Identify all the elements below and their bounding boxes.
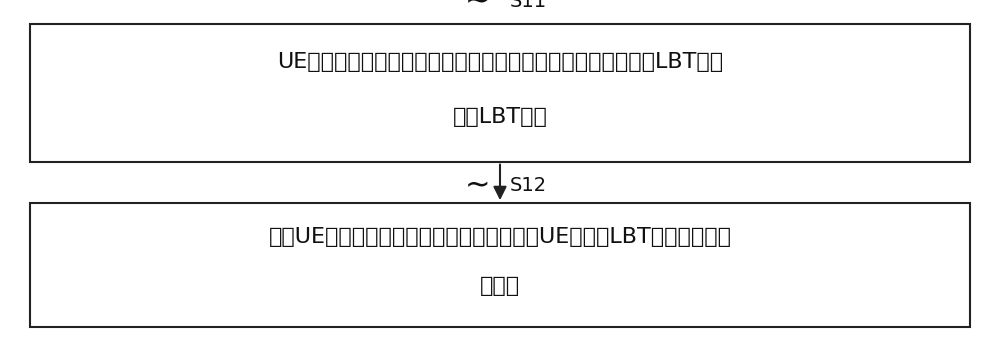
- Text: S11: S11: [510, 0, 547, 11]
- Bar: [30, 203, 970, 327]
- Text: ∼: ∼: [464, 0, 490, 16]
- Text: S12: S12: [510, 176, 547, 195]
- Text: ∼: ∼: [464, 171, 490, 200]
- Text: 报信息: 报信息: [480, 276, 520, 295]
- Text: 统计LBT结果: 统计LBT结果: [453, 107, 547, 127]
- Bar: [30, 24, 970, 162]
- Text: 所述UE在确定满足上报条件时，发送与所述UE统计的LBT结果相关的上: 所述UE在确定满足上报条件时，发送与所述UE统计的LBT结果相关的上: [268, 227, 732, 247]
- Text: UE在确定需要进行上行传输时，在非授权频谱上进行先听后说LBT，并: UE在确定需要进行上行传输时，在非授权频谱上进行先听后说LBT，并: [277, 52, 723, 72]
